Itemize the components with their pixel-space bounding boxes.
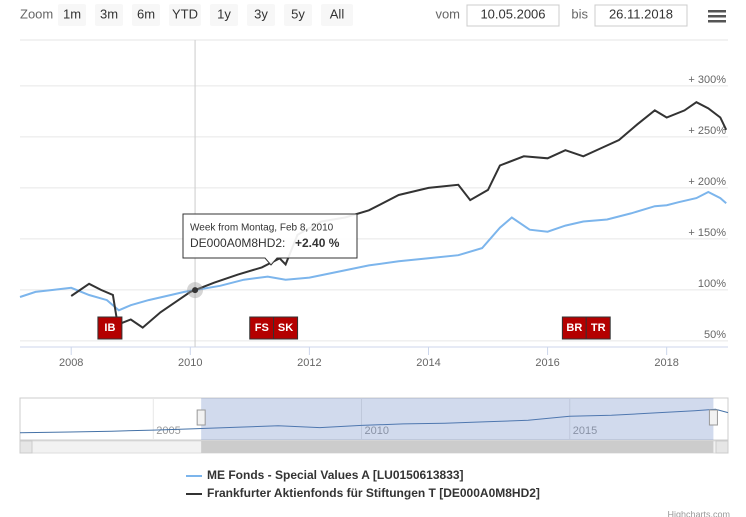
to-date[interactable]: 26.11.2018 <box>609 6 673 21</box>
x-tick-label: 2018 <box>654 357 678 369</box>
zoom-button[interactable] <box>95 4 123 26</box>
legend-label[interactable]: Frankfurter Aktienfonds für Stiftungen T… <box>207 486 540 500</box>
navigator-handle[interactable] <box>708 409 718 426</box>
zoom-button-label[interactable]: 5y <box>291 6 305 21</box>
flag-label[interactable]: FS <box>255 322 269 334</box>
zoom-button[interactable] <box>210 4 238 26</box>
series-line <box>70 101 728 329</box>
menu-bar <box>708 10 726 13</box>
x-tick-label: 2016 <box>535 357 559 369</box>
tooltip-header: Week from Montag, Feb 8, 2010 <box>190 223 334 234</box>
flag[interactable] <box>273 316 299 340</box>
series-line <box>19 190 727 312</box>
hover-point <box>192 287 199 294</box>
y-tick-label: + 150% <box>688 227 726 239</box>
x-tick-label: 2012 <box>297 357 321 369</box>
scrollbar-left[interactable] <box>19 440 33 454</box>
x-tick-label: 2010 <box>178 357 202 369</box>
zoom-button-label[interactable]: YTD <box>172 6 198 21</box>
y-tick-label: 100% <box>698 278 726 290</box>
tooltip-box <box>182 213 358 266</box>
zoom-button[interactable] <box>169 4 201 26</box>
navigator-handle[interactable] <box>196 409 206 426</box>
menu-bar <box>708 15 726 18</box>
zoom-button-label[interactable]: 1y <box>217 6 231 21</box>
navigator-tick-label: 2005 <box>156 425 180 437</box>
legend-label[interactable]: ME Fonds - Special Values A [LU015061383… <box>207 468 464 482</box>
from-date[interactable]: 10.05.2006 <box>480 6 545 21</box>
credits: Highcharts.com <box>667 509 730 517</box>
navigator-tick-label: 2010 <box>365 425 389 437</box>
flag[interactable] <box>585 316 611 340</box>
navigator-line <box>19 408 729 434</box>
to-label: bis <box>571 6 588 21</box>
zoom-button-label[interactable]: All <box>330 6 345 21</box>
scrollbar-thumb[interactable] <box>201 441 714 453</box>
navigator-bg <box>19 397 729 441</box>
zoom-button-label[interactable]: 3m <box>100 6 118 21</box>
navigator-tick-label: 2015 <box>573 425 597 437</box>
flag-label[interactable]: IB <box>104 322 115 334</box>
zoom-button-label[interactable]: 6m <box>137 6 155 21</box>
to-input[interactable] <box>594 4 688 27</box>
from-label: vom <box>435 6 460 21</box>
menu-bar <box>708 20 726 23</box>
tooltip-value: +2.40 % <box>295 236 340 250</box>
zoom-button[interactable] <box>247 4 275 26</box>
zoom-label: Zoom <box>20 6 53 21</box>
flag-label[interactable]: BR <box>566 322 582 334</box>
zoom-button[interactable] <box>132 4 160 26</box>
scrollbar-right[interactable] <box>715 440 729 454</box>
flag-label[interactable]: SK <box>278 322 293 334</box>
zoom-button[interactable] <box>321 4 353 26</box>
y-tick-label: + 250% <box>688 125 726 137</box>
y-tick-label: + 300% <box>688 74 726 86</box>
zoom-button-label[interactable]: 3y <box>254 6 268 21</box>
zoom-button[interactable] <box>284 4 312 26</box>
zoom-button-label[interactable]: 1m <box>63 6 81 21</box>
tooltip-label: DE000A0M8HD2: <box>190 236 285 250</box>
y-tick-label: 50% <box>704 329 726 341</box>
x-tick-label: 2008 <box>59 357 83 369</box>
menu-button[interactable] <box>708 10 726 23</box>
y-tick-label: + 200% <box>688 176 726 188</box>
from-input[interactable] <box>466 4 560 27</box>
x-tick-label: 2014 <box>416 357 440 369</box>
flag-label[interactable]: TR <box>591 322 606 334</box>
zoom-button[interactable] <box>58 4 86 26</box>
navigator-mask[interactable] <box>201 398 714 440</box>
flag[interactable] <box>97 316 123 340</box>
